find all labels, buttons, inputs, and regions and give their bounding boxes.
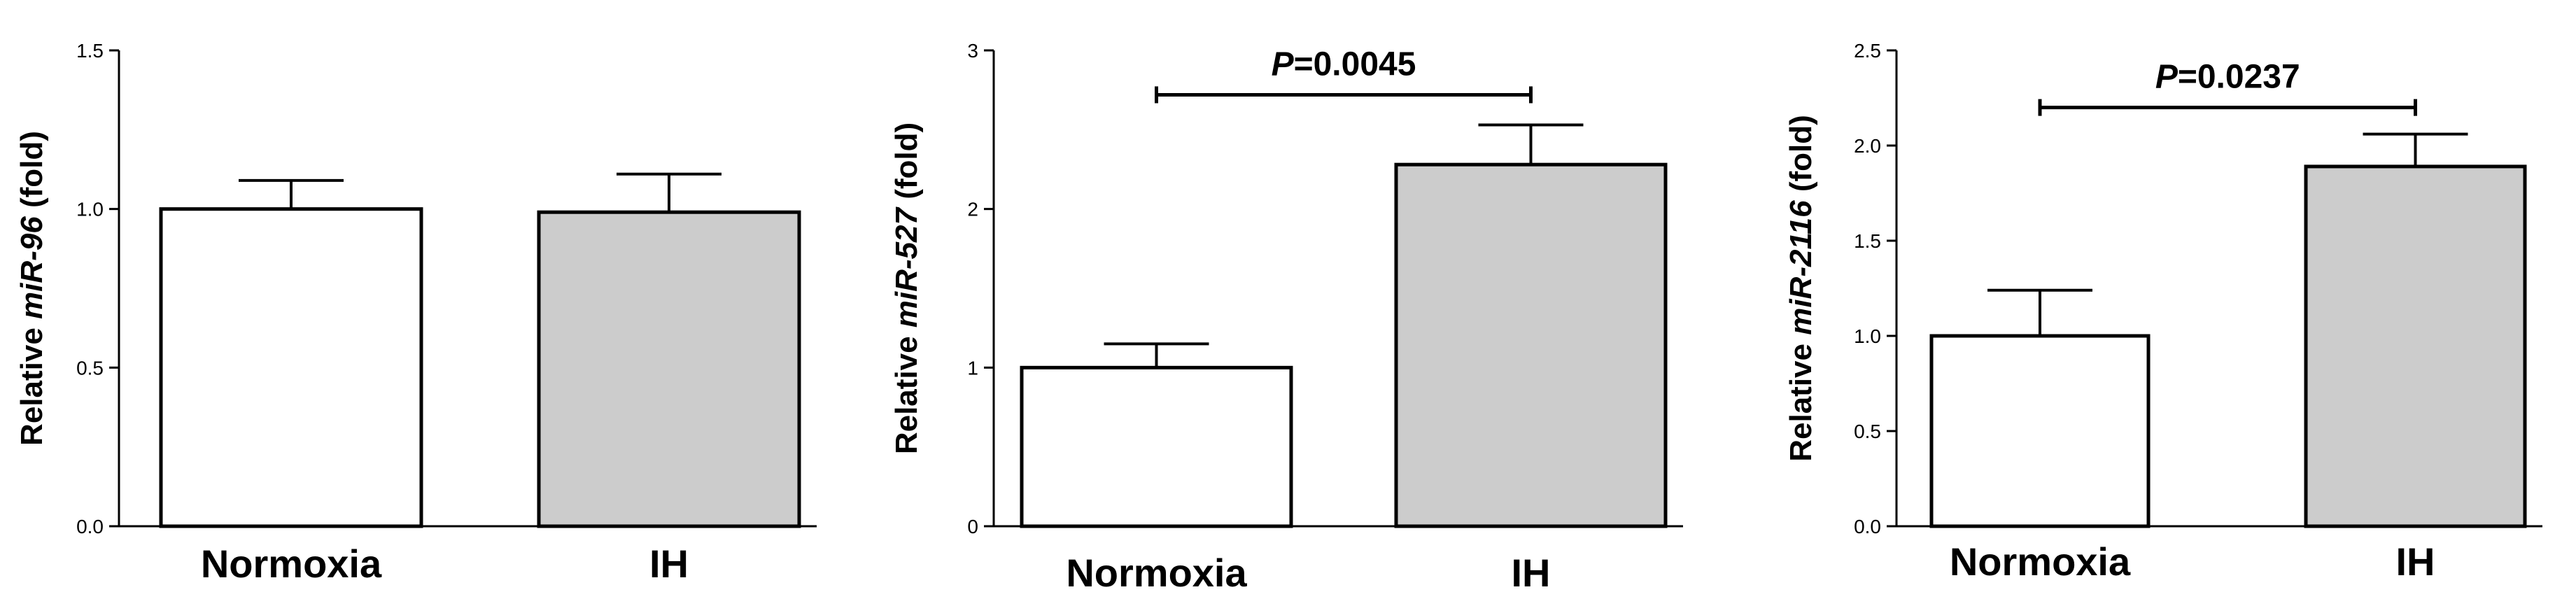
x-category-label: Normoxia [1066, 551, 1247, 595]
y-axis-label-prefix: Relative [15, 319, 49, 446]
p-value-label: P=0.0237 [2155, 59, 2300, 96]
y-axis-label-gene: miR-2116 [1784, 200, 1818, 335]
y-tick-label: 1.5 [76, 40, 104, 62]
panel-mir-2116: 0.0 0.5 1.0 1.5 2.0 2.5 Relative miR-2116 (fol… [1784, 40, 2542, 584]
panel-mir-96: 0.0 0.5 1.0 1.5 Relative miR-96 (fold) Normox… [15, 40, 817, 586]
x-category-label: Normoxia [201, 542, 382, 586]
y-axis-label: Relative miR-96 (fold) [15, 131, 49, 446]
p-value-text: =0.0237 [2178, 59, 2300, 96]
y-axis-label-prefix: Relative [1784, 335, 1818, 462]
y-tick-label: 0.5 [76, 357, 104, 379]
y-tick-label: 0.0 [76, 516, 104, 537]
y-tick-label: 3 [967, 40, 978, 62]
y-axis-label: Relative miR-527 (fold) [889, 122, 924, 454]
bar-normoxia [1020, 365, 1293, 528]
y-tick-label: 1.5 [1854, 230, 1881, 252]
x-category-label: IH [1512, 551, 1551, 595]
y-tick-label: 0.0 [1854, 516, 1881, 537]
y-axis-label-gene: miR-96 [15, 216, 49, 319]
bar-ih [537, 210, 801, 528]
y-tick-label: 2.0 [1854, 135, 1881, 157]
y-axis-label-suffix: (fold) [889, 122, 924, 208]
panel-mir-527: 0 1 2 3 Relative miR-527 (fold) Normoxia IH P=0… [889, 40, 1683, 595]
y-tick-label: 1 [967, 357, 978, 379]
y-tick-label: 0 [967, 516, 978, 537]
p-value-label: P=0.0045 [1272, 45, 1416, 83]
x-category-label: IH [649, 542, 689, 586]
y-axis-label-suffix: (fold) [1784, 115, 1818, 200]
p-value-symbol: P [2155, 59, 2179, 96]
y-axis-label-suffix: (fold) [15, 131, 49, 216]
bar-normoxia [159, 207, 423, 528]
y-tick-label: 1.0 [1854, 325, 1881, 347]
y-axis-label: Relative miR-2116 (fold) [1784, 115, 1818, 462]
p-value-text: =0.0045 [1294, 45, 1416, 83]
x-category-label: IH [2396, 540, 2435, 584]
bar-ih [1394, 162, 1668, 528]
y-tick-label: 1.0 [76, 199, 104, 220]
bar-ih [2304, 164, 2527, 528]
bar-normoxia [1929, 334, 2151, 528]
x-category-label: Normoxia [1950, 540, 2131, 584]
y-axis-label-gene: miR-527 [889, 206, 924, 327]
y-tick-label: 2 [967, 199, 978, 220]
y-tick-label: 2.5 [1854, 40, 1881, 62]
p-value-symbol: P [1272, 45, 1295, 83]
y-tick-label: 0.5 [1854, 421, 1881, 442]
y-axis-label-prefix: Relative [889, 327, 924, 454]
